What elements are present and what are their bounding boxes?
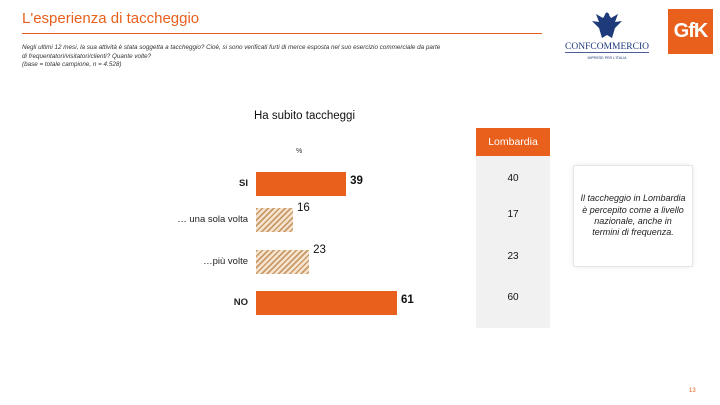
- gfk-logo: GfK: [668, 9, 713, 54]
- title-divider: [22, 33, 542, 34]
- confcommercio-tagline: IMPRESE PER L'ITALIA: [588, 56, 628, 60]
- category-label: … una sola volta: [177, 214, 248, 225]
- question-text: Negli ultimi 12 mesi, la sua attività è …: [22, 44, 542, 70]
- lombardia-header: Lombardia: [476, 128, 550, 156]
- confcommercio-logo: CONFCOMMERCIO IMPRESE PER L'ITALIA: [565, 12, 649, 60]
- lombardia-value: 17: [507, 209, 519, 220]
- unit-label: %: [296, 148, 303, 155]
- bar: [256, 208, 293, 232]
- question-line: (base = totale campione, n = 4.528): [22, 61, 122, 68]
- data-label: 23: [313, 244, 326, 256]
- bar: [256, 172, 347, 196]
- data-label: 16: [296, 202, 310, 214]
- confcommercio-wordmark: CONFCOMMERCIO: [565, 42, 649, 52]
- note-text: Il taccheggio in Lombardia è percepito c…: [580, 193, 686, 238]
- bar: [256, 291, 397, 315]
- category-label: …più volte: [203, 256, 248, 267]
- question-line: Negli ultimi 12 mesi, la sua attività è …: [22, 44, 441, 51]
- page-number: 13: [689, 388, 696, 394]
- category-label: SI: [239, 178, 248, 189]
- category-label: NO: [233, 297, 248, 308]
- chart-title: Ha subito taccheggi: [254, 110, 356, 122]
- note-box: Il taccheggio in Lombardia è percepito c…: [574, 166, 692, 266]
- lombardia-value: 23: [507, 251, 519, 262]
- bar: [256, 250, 310, 274]
- lombardia-value: 60: [507, 292, 519, 303]
- page-title: L'esperienza di taccheggio: [22, 10, 200, 27]
- question-line: di frequentatori/visitatori/clienti? Qua…: [22, 52, 152, 60]
- lombardia-value: 40: [507, 173, 519, 184]
- lombardia-column: [476, 156, 550, 328]
- data-label: 39: [350, 175, 363, 187]
- eagle-icon: [592, 12, 622, 38]
- data-label: 61: [401, 294, 414, 306]
